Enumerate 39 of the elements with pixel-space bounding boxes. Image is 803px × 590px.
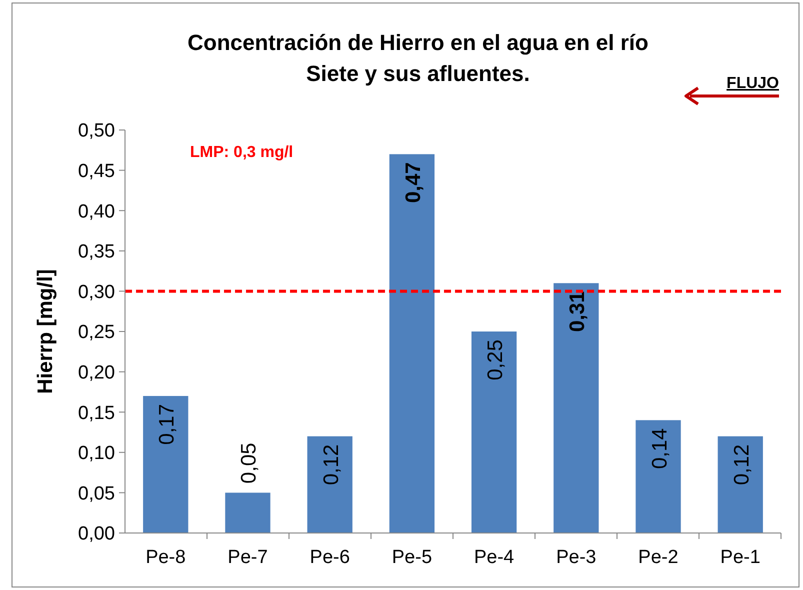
data-label: 0,25: [484, 340, 508, 380]
data-label: 0,05: [238, 442, 261, 484]
y-tick-label: 0,05: [78, 483, 115, 504]
y-tick-label: 0,15: [78, 402, 115, 424]
bar: [143, 396, 188, 533]
text: FLUJO: [726, 75, 779, 92]
y-tick-label: 0,45: [78, 160, 115, 182]
y-tick-label: 0,10: [78, 443, 115, 464]
x-tick-label: Pe-4: [474, 547, 515, 568]
data-label: 0,12: [730, 444, 754, 486]
data-label: 0,31: [566, 290, 590, 332]
y-tick-label: 0,30: [78, 282, 115, 303]
x-tick-label: Pe-7: [228, 547, 268, 568]
chart-title: Concentración de Hierro en el agua en el río Siete y sus afluentes.: [188, 30, 648, 86]
data-label: 0,14: [648, 428, 672, 470]
y-axis-title: Hierrp [mg/l]: [34, 269, 57, 394]
bar: [307, 436, 352, 533]
y-tick-label: 0,35: [78, 242, 115, 263]
data-label: 0,12: [320, 444, 343, 486]
bar: [554, 283, 599, 533]
x-tick-label: Pe-2: [638, 547, 678, 568]
y-tick-label: 0,25: [78, 322, 115, 344]
x-tick-label: Pe-3: [556, 547, 596, 568]
bar: [225, 492, 270, 533]
bar: [718, 436, 763, 533]
bar: [471, 332, 517, 533]
x-tick-label: Pe-1: [720, 547, 760, 568]
data-label: 0,17: [156, 404, 179, 445]
y-tick-label: 0,40: [78, 201, 115, 222]
x-tick-label: Pe-6: [310, 547, 350, 568]
data-label: 0,47: [402, 162, 425, 204]
y-tick-label: 0,20: [78, 362, 115, 384]
x-tick-label: Pe-8: [146, 547, 186, 568]
y-tick-label: 0,00: [78, 524, 115, 545]
bar: [389, 154, 435, 533]
bar: [636, 420, 681, 533]
x-tick-label: Pe-5: [392, 547, 432, 568]
ref-line-label: LMP: 0,3 mg/l: [190, 144, 294, 161]
y-tick-label: 0,50: [78, 120, 115, 142]
